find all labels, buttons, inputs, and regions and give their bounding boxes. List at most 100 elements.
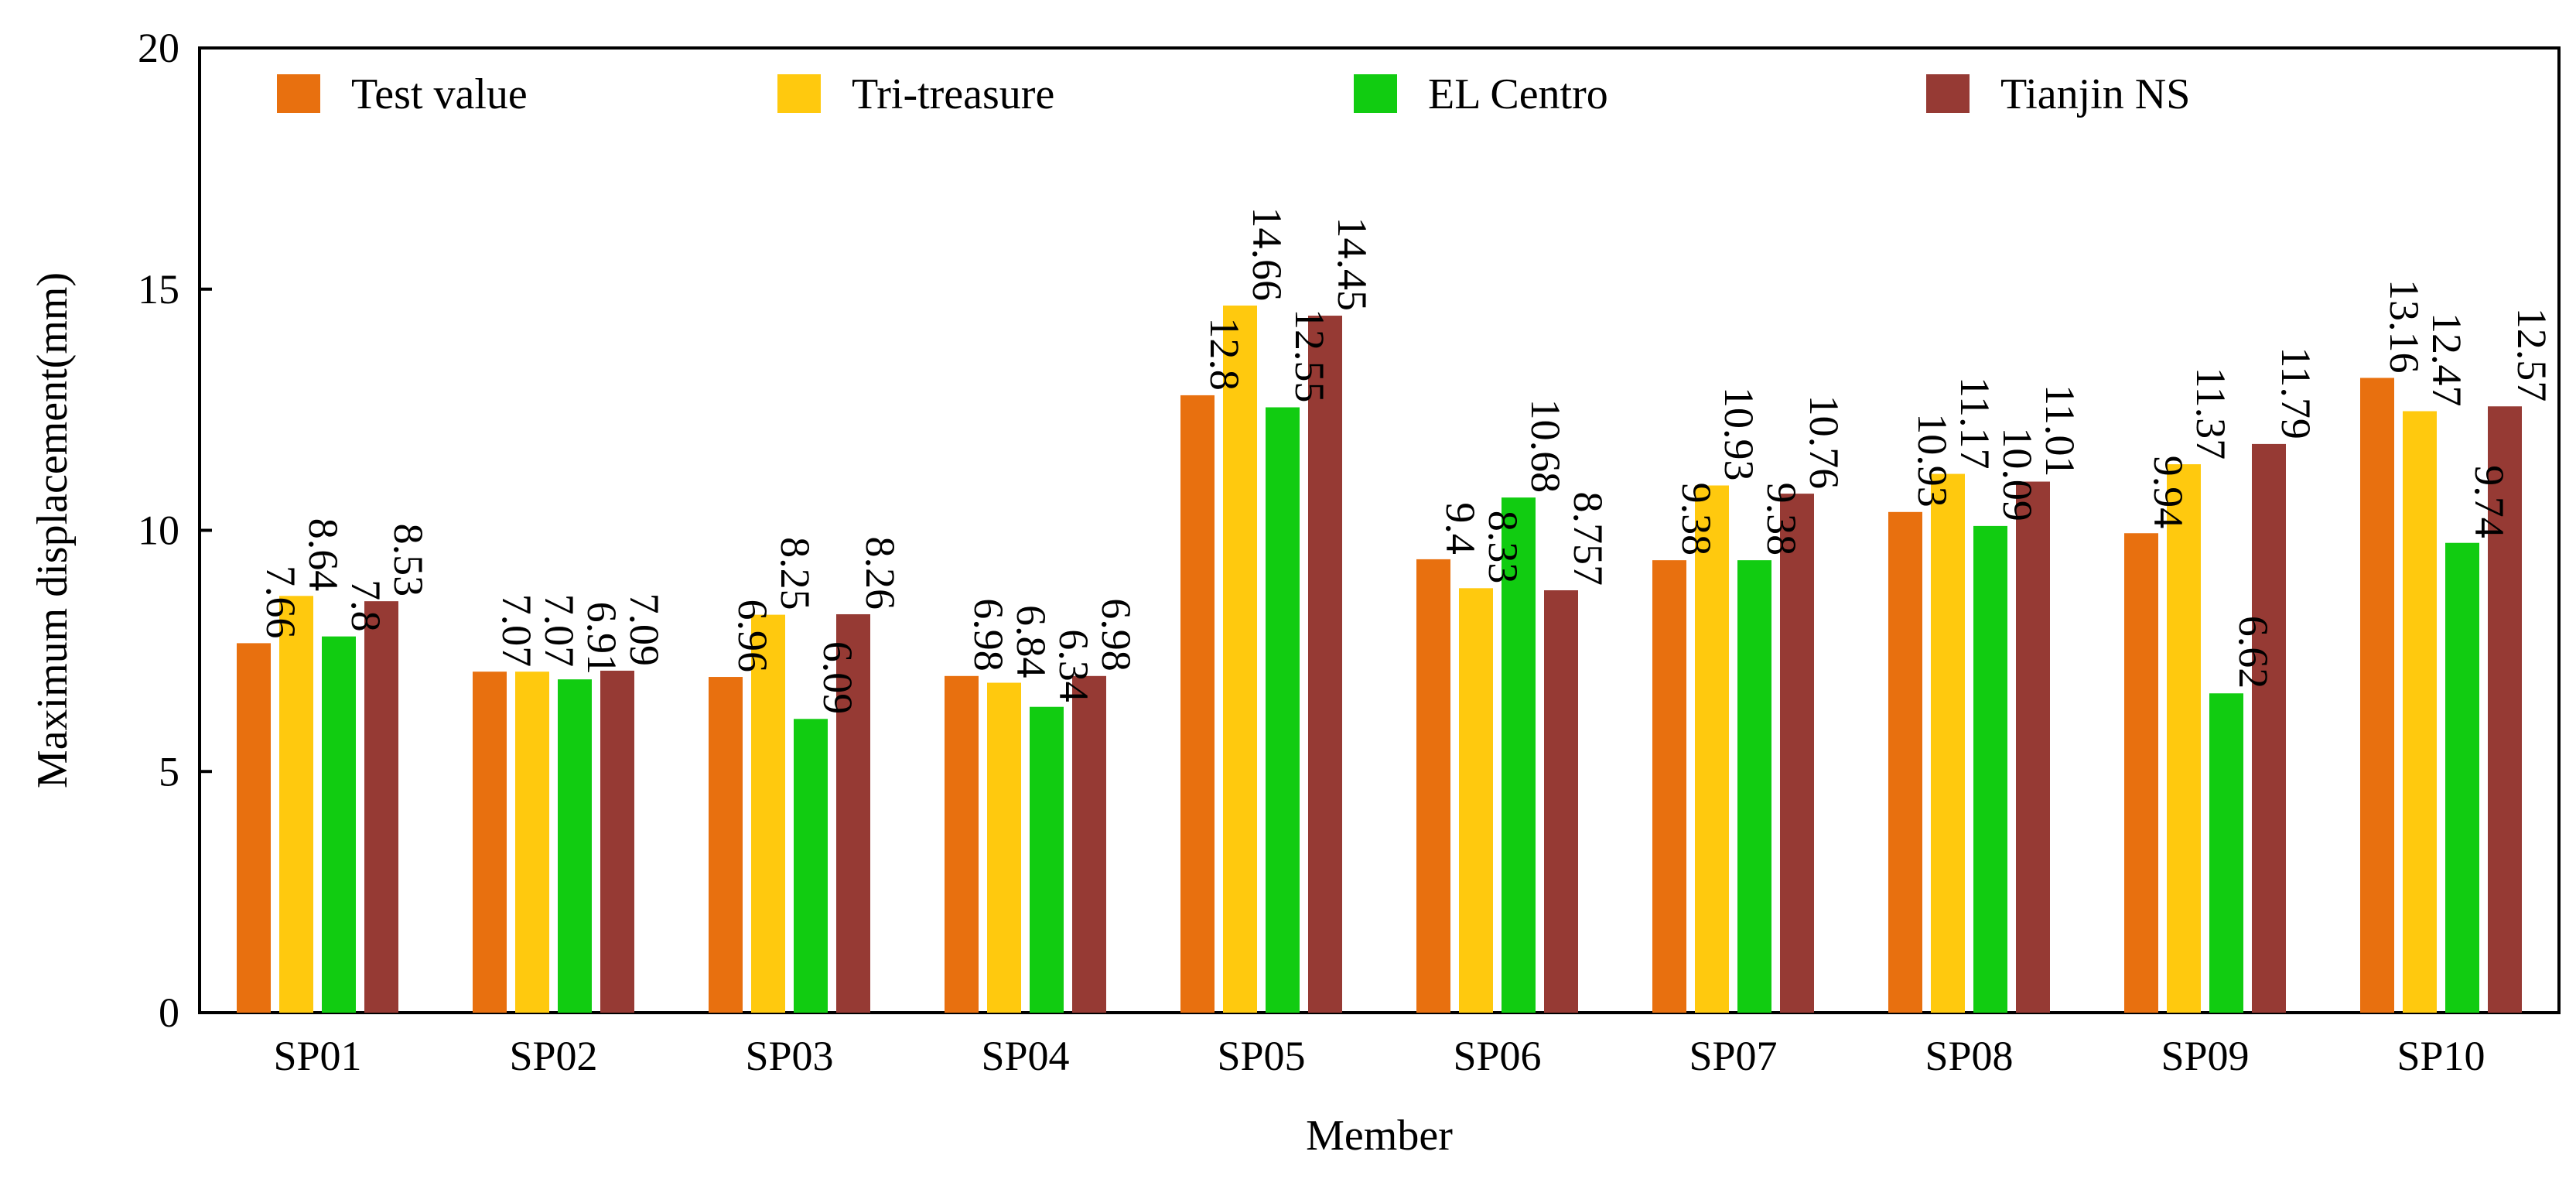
bar bbox=[237, 643, 271, 1013]
y-axis: 0 5 10 15 20 bbox=[138, 25, 212, 1036]
bar bbox=[1416, 559, 1450, 1013]
bar bbox=[600, 670, 634, 1013]
data-label: 7.09 bbox=[621, 593, 668, 666]
data-label: 8.757 bbox=[1565, 492, 1611, 586]
x-tick-label: SP06 bbox=[1453, 1033, 1541, 1079]
bar bbox=[1780, 494, 1814, 1013]
data-label: 14.66 bbox=[1244, 207, 1290, 301]
data-label: 9.74 bbox=[2466, 465, 2513, 538]
bar bbox=[1072, 675, 1106, 1013]
x-tick-label: SP03 bbox=[745, 1033, 833, 1079]
bar bbox=[473, 672, 507, 1013]
data-label: 7.8 bbox=[343, 579, 389, 632]
bar bbox=[1308, 316, 1342, 1013]
data-label: 10.68 bbox=[1522, 399, 1569, 494]
data-label: 11.79 bbox=[2273, 347, 2319, 439]
legend-item: Test value bbox=[277, 70, 528, 118]
y-tick-label: 10 bbox=[138, 507, 179, 554]
bar bbox=[1030, 706, 1064, 1013]
bar bbox=[836, 613, 870, 1013]
bar bbox=[2360, 378, 2394, 1013]
data-label: 10.93 bbox=[1909, 413, 1956, 507]
data-label: 12.55 bbox=[1286, 309, 1333, 403]
bar bbox=[1695, 485, 1729, 1013]
legend: Test value Tri-treasure EL Centro Tianjin N… bbox=[277, 70, 2190, 118]
bar bbox=[2488, 406, 2522, 1013]
bar-series-group bbox=[237, 305, 2522, 1013]
data-label: 8.26 bbox=[857, 536, 904, 610]
data-label: 9.4 bbox=[1437, 502, 1484, 555]
data-label: 11.17 bbox=[1952, 377, 1998, 470]
data-label: 9.38 bbox=[1758, 483, 1805, 556]
data-label: 6.84 bbox=[1008, 605, 1054, 678]
x-tick-label: SP04 bbox=[981, 1033, 1069, 1079]
legend-swatch bbox=[1354, 74, 1397, 113]
x-tick-label: SP07 bbox=[1689, 1033, 1777, 1079]
bar bbox=[2167, 464, 2201, 1013]
x-tick-label: SP01 bbox=[273, 1033, 361, 1079]
bar bbox=[1180, 395, 1215, 1013]
bar bbox=[709, 677, 743, 1013]
data-label: 10.76 bbox=[1801, 395, 1847, 490]
y-tick-label: 0 bbox=[159, 989, 179, 1036]
legend-swatch bbox=[777, 74, 821, 113]
bar bbox=[1931, 473, 1965, 1013]
bar bbox=[794, 719, 828, 1013]
bar bbox=[2209, 693, 2243, 1013]
bar bbox=[279, 596, 313, 1013]
data-label: 14.45 bbox=[1329, 217, 1375, 312]
legend-item: EL Centro bbox=[1354, 70, 1608, 118]
x-tick-label: SP10 bbox=[2397, 1033, 2485, 1079]
data-label: 6.62 bbox=[2230, 616, 2277, 689]
data-label: 10.09 bbox=[1994, 427, 2041, 521]
x-axis: SP01 SP02 SP03 SP04 SP05 SP06 SP07 SP08 SP09 SP10 bbox=[273, 1033, 2485, 1079]
data-label: 7.07 bbox=[536, 594, 583, 668]
x-tick-label: SP09 bbox=[2161, 1033, 2249, 1079]
x-axis-title: Member bbox=[1306, 1112, 1453, 1160]
bar bbox=[558, 679, 592, 1013]
bar bbox=[2445, 542, 2479, 1013]
data-label: 12.57 bbox=[2509, 308, 2555, 402]
bar bbox=[2403, 411, 2437, 1013]
data-label: 10.93 bbox=[1716, 387, 1762, 481]
data-label: 7.07 bbox=[494, 594, 540, 668]
bar bbox=[1973, 525, 2007, 1013]
bar bbox=[1459, 588, 1493, 1013]
data-label: 6.96 bbox=[729, 600, 776, 673]
bar bbox=[515, 672, 549, 1013]
bar bbox=[2016, 481, 2050, 1013]
bar bbox=[1737, 560, 1771, 1013]
data-label: 8.33 bbox=[1480, 511, 1526, 584]
data-label: 7.66 bbox=[258, 566, 304, 639]
bar bbox=[751, 614, 785, 1013]
y-tick-label: 20 bbox=[138, 25, 179, 71]
data-label: 6.91 bbox=[579, 602, 625, 675]
data-label: 12.8 bbox=[1201, 317, 1248, 391]
data-label: 11.37 bbox=[2188, 367, 2234, 460]
plot-area-frame bbox=[198, 46, 2561, 1014]
bar bbox=[322, 636, 356, 1013]
x-tick-label: SP05 bbox=[1217, 1033, 1305, 1079]
x-tick-label: SP02 bbox=[509, 1033, 597, 1079]
data-label: 6.09 bbox=[815, 641, 861, 715]
bar bbox=[364, 601, 398, 1013]
y-tick-label: 15 bbox=[138, 266, 179, 313]
bar bbox=[1888, 511, 1922, 1013]
bar bbox=[945, 675, 979, 1013]
legend-label: Test value bbox=[351, 70, 528, 118]
data-label: 13.16 bbox=[2381, 279, 2427, 374]
legend-label: Tri-treasure bbox=[852, 70, 1054, 118]
data-label-group: 7.668.647.88.537.077.076.917.09 6.968.256… bbox=[258, 207, 2555, 714]
data-label: 6.98 bbox=[1093, 598, 1139, 672]
data-label: 8.25 bbox=[772, 537, 818, 610]
data-label: 8.53 bbox=[385, 524, 432, 597]
data-label: 8.64 bbox=[300, 518, 347, 592]
bar bbox=[2252, 443, 2286, 1013]
legend-item: Tianjin NS bbox=[1926, 70, 2190, 118]
legend-swatch bbox=[1926, 74, 1970, 113]
bar bbox=[1223, 305, 1257, 1013]
data-label: 9.38 bbox=[1673, 483, 1720, 556]
y-axis-title: Maximum displacement(mm) bbox=[29, 272, 77, 788]
bar bbox=[1652, 560, 1686, 1013]
